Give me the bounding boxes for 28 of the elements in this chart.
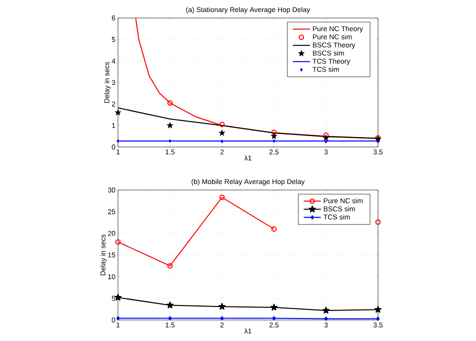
point xyxy=(168,139,172,143)
point xyxy=(374,306,382,313)
point xyxy=(168,316,172,320)
point xyxy=(220,316,224,320)
point xyxy=(324,316,328,321)
point xyxy=(322,306,330,314)
point xyxy=(270,304,278,311)
point xyxy=(114,109,122,116)
point xyxy=(324,140,328,144)
point xyxy=(167,263,173,269)
point xyxy=(220,140,224,144)
point xyxy=(116,139,120,143)
point xyxy=(272,139,276,143)
point xyxy=(166,122,174,128)
point xyxy=(271,130,277,136)
point xyxy=(270,132,278,140)
point xyxy=(376,140,380,144)
point xyxy=(219,122,225,128)
point xyxy=(116,316,120,320)
point xyxy=(166,302,174,308)
point xyxy=(218,302,226,310)
point xyxy=(218,130,226,136)
point xyxy=(322,134,330,141)
point xyxy=(375,219,381,225)
point xyxy=(376,316,380,321)
point xyxy=(272,316,276,320)
point xyxy=(219,194,225,200)
point xyxy=(167,100,173,106)
